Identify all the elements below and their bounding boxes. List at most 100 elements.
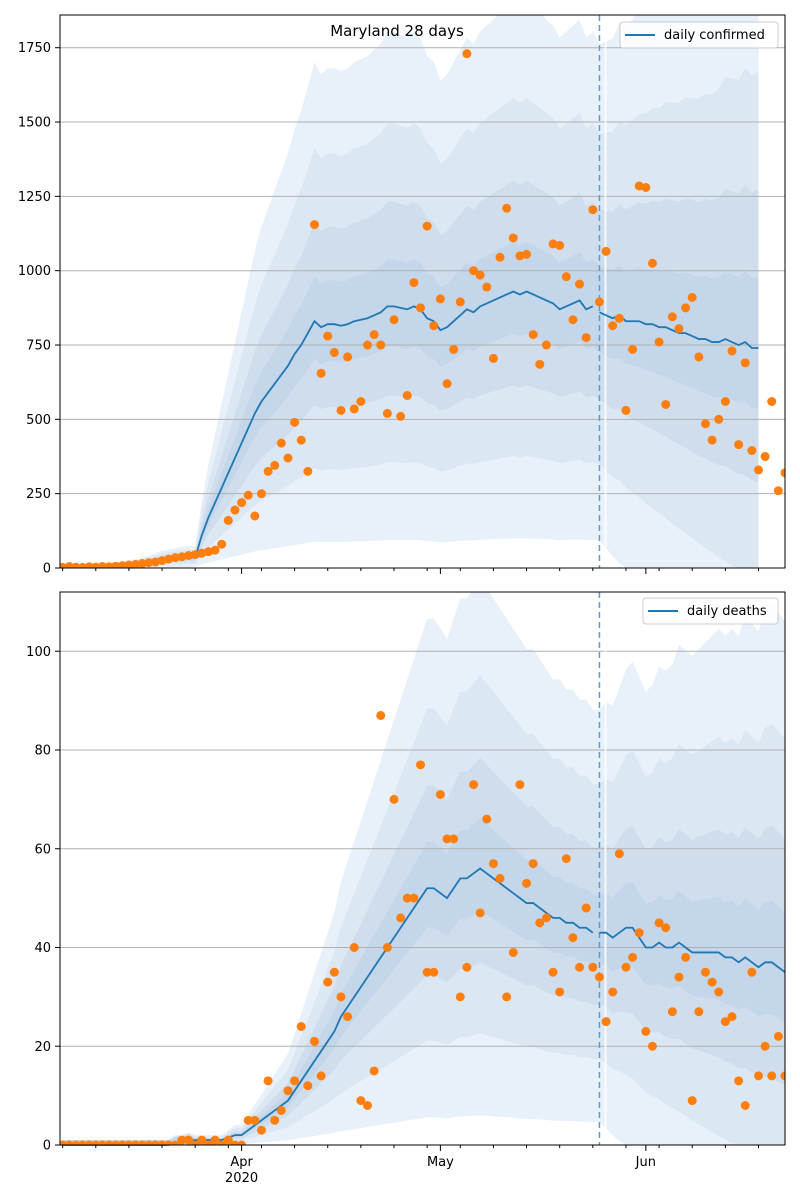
observed-point: [773, 1031, 783, 1041]
observed-point: [747, 967, 757, 977]
observed-point: [144, 1140, 154, 1145]
observed-point: [621, 962, 631, 972]
y-tick-label: 1500: [18, 116, 51, 131]
observed-point: [654, 337, 664, 347]
observed-point: [462, 49, 472, 59]
observed-point: [608, 321, 618, 331]
observed-point: [422, 967, 432, 977]
observed-point: [707, 977, 717, 987]
observed-point: [217, 539, 227, 549]
observed-point: [541, 913, 551, 923]
observed-point: [488, 353, 498, 363]
observed-point: [601, 246, 611, 256]
observed-point: [117, 1140, 127, 1145]
deaths-observed-points: [60, 710, 785, 1145]
observed-point: [290, 1076, 300, 1086]
observed-point: [568, 933, 578, 943]
observed-point: [687, 1096, 697, 1106]
observed-point: [263, 466, 273, 476]
observed-point: [210, 1135, 220, 1145]
observed-point: [435, 294, 445, 304]
confirmed-uncertainty-bands: [62, 15, 759, 568]
observed-point: [661, 399, 671, 409]
observed-point: [64, 1140, 74, 1145]
observed-point: [760, 452, 770, 462]
observed-point: [104, 1140, 114, 1145]
y-tick-label: 1250: [18, 190, 51, 205]
observed-point: [700, 419, 710, 429]
observed-point: [528, 859, 538, 869]
observed-point: [714, 414, 724, 424]
observed-point: [416, 303, 426, 313]
observed-point: [647, 1041, 657, 1051]
observed-point: [429, 967, 439, 977]
observed-point: [316, 1071, 326, 1081]
confirmed-legend: daily confirmed: [619, 21, 779, 49]
observed-point: [488, 859, 498, 869]
observed-point: [767, 397, 777, 407]
observed-point: [131, 1140, 141, 1145]
observed-point: [714, 987, 724, 997]
uncertainty-band: [62, 241, 759, 568]
observed-point: [502, 992, 512, 1002]
observed-point: [416, 760, 426, 770]
uncertainty-band: [62, 757, 785, 1145]
observed-point: [409, 278, 419, 288]
observed-point: [190, 1140, 200, 1145]
x-tick-label: 2020: [225, 1171, 258, 1186]
observed-point: [362, 1101, 372, 1110]
observed-point: [581, 333, 591, 343]
observed-point: [369, 330, 379, 340]
deaths-forecast-marker: [598, 592, 607, 1145]
observed-point: [515, 780, 525, 790]
observed-point: [621, 405, 631, 415]
observed-point: [455, 992, 465, 1002]
observed-point: [164, 1140, 174, 1145]
observed-point: [522, 249, 532, 259]
observed-point: [522, 878, 532, 888]
observed-point: [276, 1105, 286, 1115]
plot-frame: [59, 591, 786, 1146]
observed-point: [349, 404, 359, 414]
legend-label: daily deaths: [687, 604, 767, 619]
observed-point: [296, 1022, 306, 1031]
observed-point: [720, 1017, 730, 1027]
observed-point: [177, 1135, 187, 1145]
observed-point: [555, 240, 565, 250]
observed-point: [495, 873, 505, 883]
observed-point: [124, 560, 134, 568]
observed-point: [336, 992, 346, 1002]
y-tick-label: 750: [26, 339, 51, 354]
y-tick-label: 500: [26, 413, 51, 428]
observed-point: [495, 252, 505, 262]
observed-point: [137, 1140, 147, 1145]
observed-point: [634, 928, 644, 938]
observed-point: [382, 408, 392, 418]
observed-point: [230, 1140, 240, 1145]
observed-point: [402, 391, 412, 401]
observed-point: [362, 340, 372, 350]
observed-point: [283, 1086, 293, 1096]
observed-point: [727, 346, 737, 356]
observed-point: [581, 903, 591, 913]
confirmed-axes: [59, 14, 786, 569]
confirmed-forecast-marker: [598, 15, 607, 568]
observed-point: [449, 834, 459, 844]
observed-point: [674, 972, 684, 982]
observed-point: [667, 1007, 677, 1017]
observed-point: [144, 558, 154, 568]
observed-point: [727, 1012, 737, 1022]
observed-point: [442, 379, 452, 389]
deaths-legend: daily deaths: [642, 597, 779, 625]
observed-point: [654, 918, 664, 928]
y-tick-label: 1000: [18, 264, 51, 279]
deaths-axes: [59, 591, 786, 1146]
observed-point: [382, 943, 392, 952]
observed-point: [369, 1066, 379, 1076]
observed-point: [455, 297, 465, 307]
y-tick-label: 100: [26, 645, 51, 660]
observed-point: [700, 967, 710, 977]
y-tick-label: 20: [34, 1040, 51, 1055]
